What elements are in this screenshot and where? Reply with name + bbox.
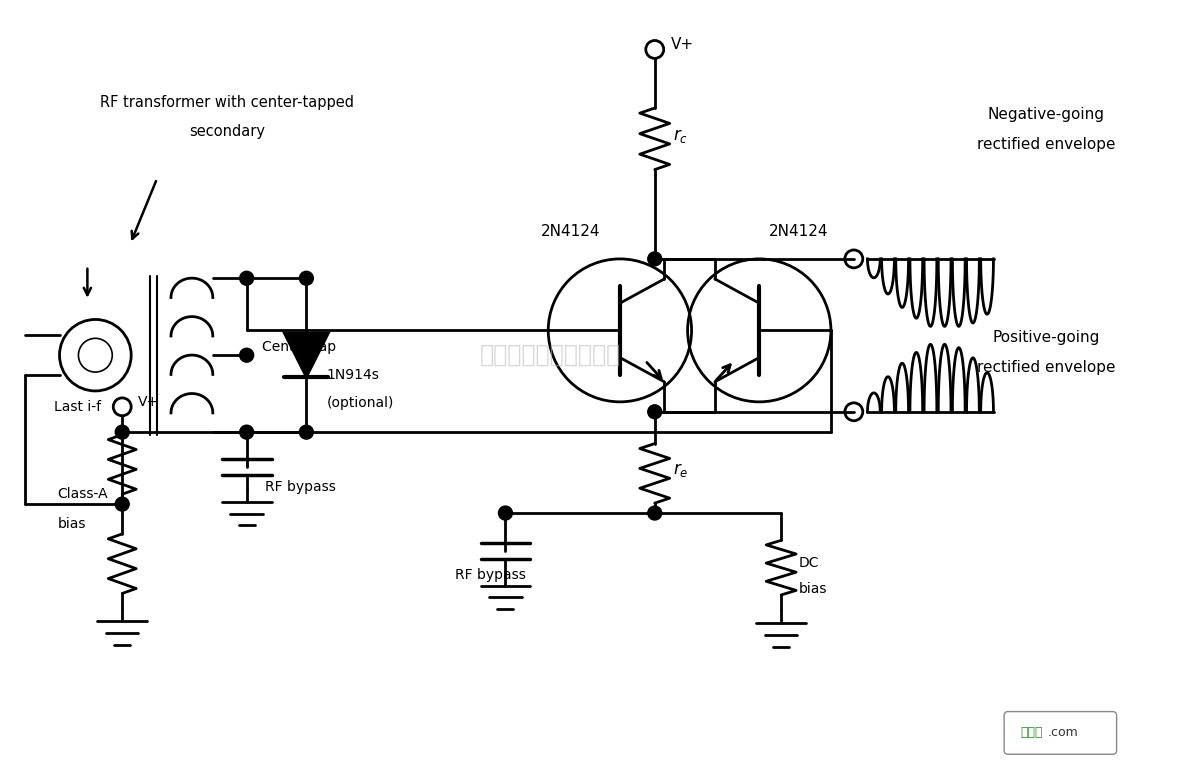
Text: 2N4124: 2N4124 [540, 223, 600, 239]
Text: $r_c$: $r_c$ [673, 127, 688, 145]
Circle shape [648, 405, 661, 418]
Text: DC: DC [799, 555, 820, 570]
Text: RF bypass: RF bypass [264, 480, 336, 493]
Circle shape [240, 348, 253, 362]
Text: Positive-going: Positive-going [992, 330, 1099, 345]
Text: secondary: secondary [188, 125, 265, 139]
Circle shape [498, 506, 512, 520]
Text: 2N4124: 2N4124 [769, 223, 829, 239]
Text: V+: V+ [138, 395, 160, 409]
Circle shape [115, 425, 130, 439]
Text: Class-A: Class-A [58, 487, 108, 501]
Circle shape [299, 425, 313, 439]
Circle shape [648, 506, 661, 520]
Text: Last i-f: Last i-f [54, 400, 101, 414]
Circle shape [299, 272, 313, 285]
Text: bias: bias [58, 517, 86, 531]
Text: rectified envelope: rectified envelope [977, 137, 1115, 152]
Circle shape [240, 272, 253, 285]
Text: 1N914s: 1N914s [326, 368, 379, 382]
Text: .com: .com [1048, 726, 1079, 739]
Text: Negative-going: Negative-going [988, 107, 1104, 122]
Circle shape [240, 425, 253, 439]
Polygon shape [284, 334, 329, 377]
Text: 杭州顺唐科技有限公司: 杭州顺唐科技有限公司 [480, 343, 620, 367]
Text: $r_e$: $r_e$ [673, 461, 688, 480]
Circle shape [648, 252, 661, 266]
Text: Center tap: Center tap [262, 340, 336, 354]
Text: (optional): (optional) [326, 396, 394, 410]
Text: rectified envelope: rectified envelope [977, 360, 1115, 375]
Text: RF bypass: RF bypass [455, 568, 526, 581]
Text: bias: bias [799, 582, 828, 597]
Text: V+: V+ [671, 37, 694, 52]
Text: 接线图: 接线图 [1020, 726, 1043, 739]
Circle shape [115, 497, 130, 511]
Text: RF transformer with center-tapped: RF transformer with center-tapped [100, 95, 354, 109]
